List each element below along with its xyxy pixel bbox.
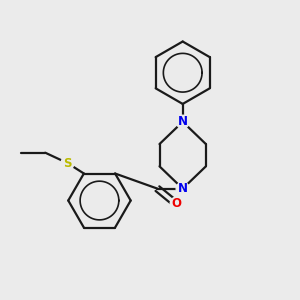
Circle shape [176,182,189,195]
Circle shape [176,115,189,128]
Text: O: O [172,197,182,210]
Circle shape [61,157,74,169]
Text: N: N [178,182,188,195]
Text: N: N [178,115,188,128]
Text: S: S [63,157,72,169]
Circle shape [170,197,183,210]
